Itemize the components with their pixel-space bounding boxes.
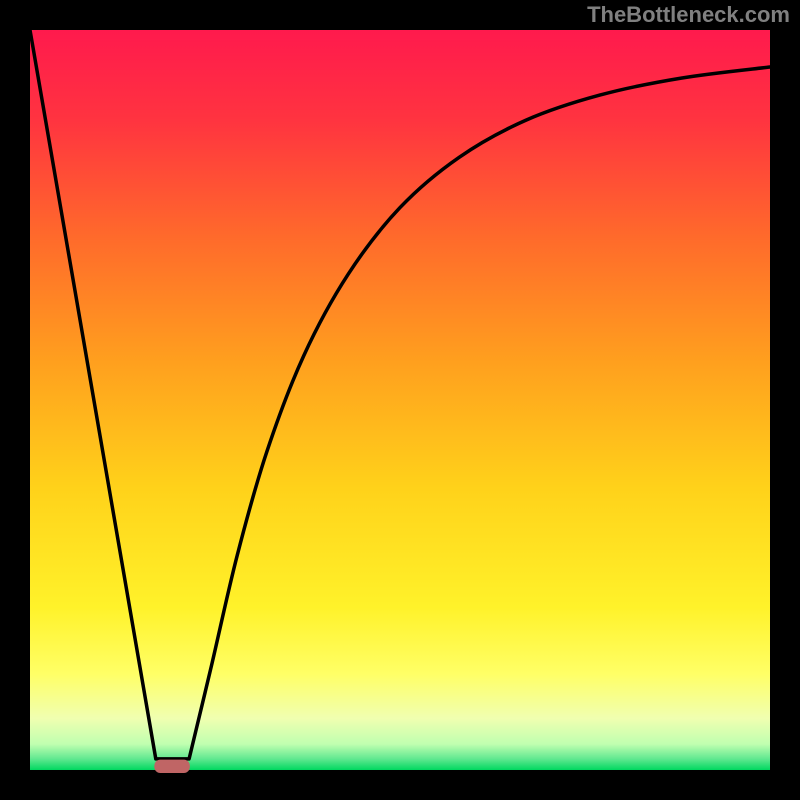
chart-canvas bbox=[0, 0, 800, 800]
watermark-text: TheBottleneck.com bbox=[587, 2, 790, 28]
bottleneck-chart: TheBottleneck.com bbox=[0, 0, 800, 800]
plot-background bbox=[30, 30, 770, 770]
optimal-marker bbox=[154, 760, 190, 773]
